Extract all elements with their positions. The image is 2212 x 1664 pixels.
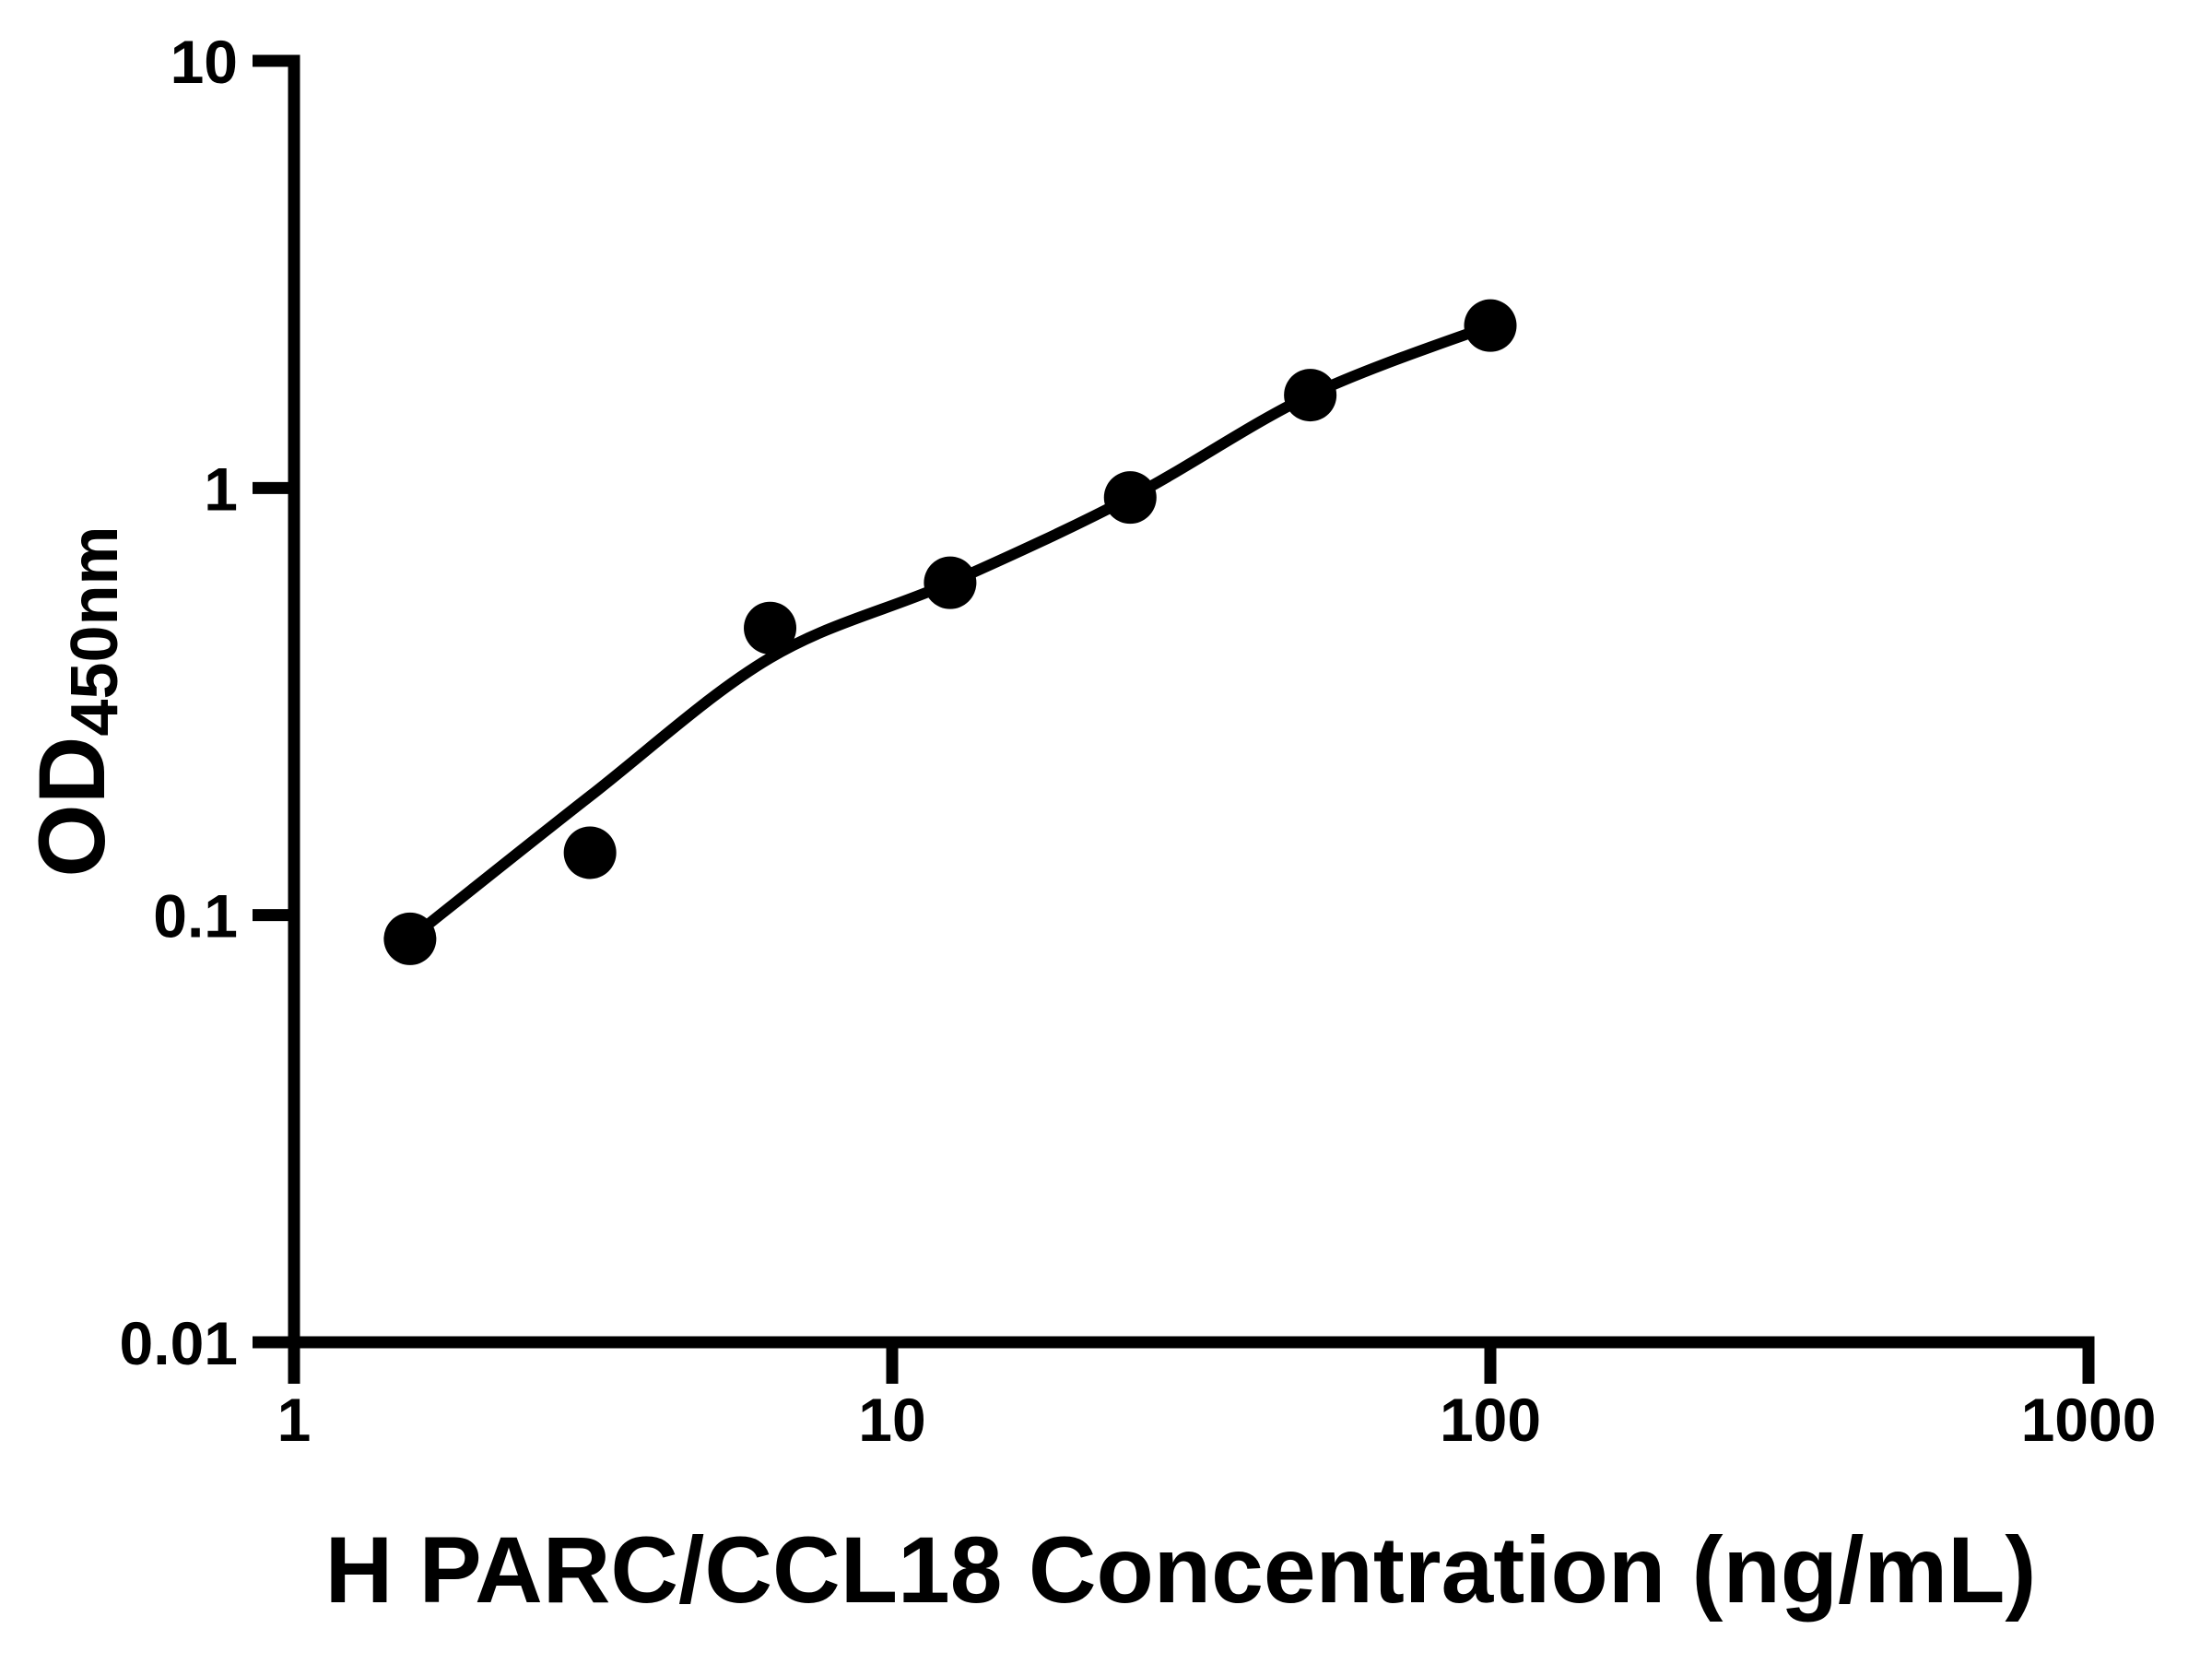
data-point xyxy=(1464,299,1517,352)
y-axis-title: OD450nm xyxy=(19,525,132,877)
data-point xyxy=(383,912,437,965)
y-tick-label: 0.1 xyxy=(153,882,238,950)
y-tick-label: 10 xyxy=(171,28,238,96)
data-point xyxy=(563,826,617,879)
y-axis-title-main: OD xyxy=(19,737,124,878)
data-point xyxy=(1103,471,1157,525)
data-point xyxy=(744,601,797,655)
x-tick-label: 10 xyxy=(858,1386,925,1454)
axis-ticks xyxy=(253,54,2095,1384)
axes xyxy=(288,54,2095,1384)
x-tick-label: 1000 xyxy=(2021,1386,2157,1454)
x-axis-title: H PARC/CCL18 Concentration (ng/mL) xyxy=(325,1517,2037,1623)
data-series xyxy=(383,299,1517,965)
x-tick-label: 1 xyxy=(277,1386,312,1454)
data-point xyxy=(1284,369,1337,422)
axis-lines xyxy=(288,54,2095,1384)
y-tick-label: 0.01 xyxy=(120,1309,238,1377)
y-tick-label: 1 xyxy=(204,454,238,523)
axis-tick-labels: 1 10 100 1000 0.01 0.1 1 10 xyxy=(120,28,2157,1454)
y-axis-title-sub: 450nm xyxy=(58,525,132,736)
x-tick-label: 100 xyxy=(1440,1386,1541,1454)
data-point xyxy=(924,556,977,609)
